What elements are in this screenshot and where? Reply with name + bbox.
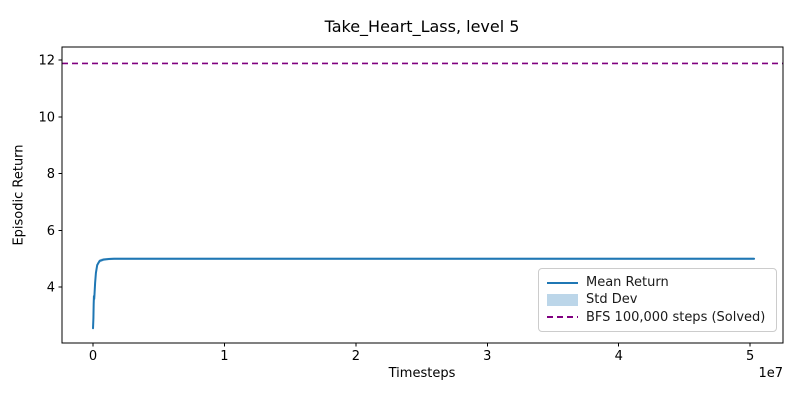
legend-item: Std Dev bbox=[547, 291, 768, 308]
legend-patch-swatch bbox=[547, 293, 578, 306]
legend-item-label: Mean Return bbox=[586, 275, 669, 291]
chart-title: Take_Heart_Lass, level 5 bbox=[324, 17, 520, 37]
legend: Mean Return Std Dev BFS 100,000 steps (Sol… bbox=[538, 268, 777, 332]
y-tick-label: 4 bbox=[47, 281, 55, 296]
plot-area-spines bbox=[61, 46, 784, 344]
y-tick-label: 12 bbox=[38, 54, 55, 69]
legend-item-label: Std Dev bbox=[586, 292, 638, 308]
x-tick-label: 3 bbox=[483, 349, 491, 364]
legend-line-swatch bbox=[547, 281, 578, 284]
x-axis-label: Timesteps bbox=[388, 366, 456, 381]
y-axis-label: Episodic Return bbox=[12, 144, 27, 245]
legend-item: Mean Return bbox=[547, 274, 768, 291]
legend-item: BFS 100,000 steps (Solved) bbox=[547, 309, 768, 326]
mean-return-line bbox=[92, 257, 756, 330]
y-tick-label: 8 bbox=[47, 167, 55, 182]
legend-item-label: BFS 100,000 steps (Solved) bbox=[586, 309, 766, 325]
x-tick-label: 2 bbox=[352, 349, 360, 364]
x-tick-label: 4 bbox=[615, 349, 623, 364]
legend-dashed-swatch bbox=[547, 316, 578, 319]
x-tick-label: 5 bbox=[746, 349, 754, 364]
y-tick-label: 10 bbox=[38, 110, 55, 125]
y-tick-label: 6 bbox=[47, 224, 55, 239]
x-tick-label: 1 bbox=[220, 349, 228, 364]
x-axis-offset-label: 1e7 bbox=[758, 366, 783, 381]
x-tick-label: 0 bbox=[89, 349, 97, 364]
